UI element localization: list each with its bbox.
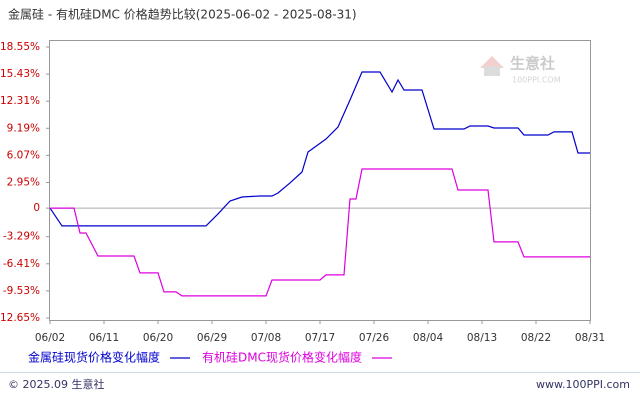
watermark-logo xyxy=(480,56,504,68)
x-tick-label: 08/13 xyxy=(467,332,497,344)
y-tick-label: 12.31% xyxy=(0,95,40,107)
series-line xyxy=(49,71,590,227)
chart-title: 金属硅 - 有机硅DMC 价格趋势比较(2025-06-02 - 2025-08… xyxy=(8,7,357,22)
x-tick-label: 08/04 xyxy=(413,332,444,344)
x-tick-label: 06/02 xyxy=(35,332,65,344)
y-tick-label: 2.95% xyxy=(7,177,40,189)
watermark: 生意社 100PPI.COM xyxy=(480,55,561,85)
footer-right: www.100PPI.com xyxy=(536,378,630,391)
x-tick-label: 07/17 xyxy=(305,332,335,344)
watermark-logo xyxy=(484,66,500,76)
x-tick-label: 08/31 xyxy=(575,332,605,344)
footer-left: © 2025.09 生意社 xyxy=(8,377,104,391)
x-tick-label: 06/29 xyxy=(197,332,227,344)
x-tick-label: 08/22 xyxy=(521,332,551,344)
y-tick-label: -3.29% xyxy=(3,231,40,243)
legend-label: 有机硅DMC现货价格变化幅度 xyxy=(202,350,362,365)
y-tick-label: -6.41% xyxy=(3,258,40,270)
y-tick-label: 6.07% xyxy=(7,149,40,161)
legend-label: 金属硅现货价格变化幅度 xyxy=(28,350,160,365)
y-tick-label: 18.55% xyxy=(0,41,40,53)
watermark-text: 生意社 xyxy=(510,55,555,73)
x-tick-label: 06/20 xyxy=(143,332,173,344)
series-line xyxy=(50,168,590,297)
y-tick-label: 9.19% xyxy=(7,122,40,134)
y-tick-label: -12.65% xyxy=(0,312,40,324)
x-tick-label: 07/26 xyxy=(359,332,390,344)
x-tick-label: 07/08 xyxy=(251,332,281,344)
y-tick-label: -9.53% xyxy=(3,285,40,297)
y-tick-label: 0 xyxy=(33,202,40,214)
y-tick-label: 15.43% xyxy=(0,68,40,80)
watermark-url: 100PPI.COM xyxy=(512,76,561,85)
x-tick-label: 06/11 xyxy=(89,332,119,344)
